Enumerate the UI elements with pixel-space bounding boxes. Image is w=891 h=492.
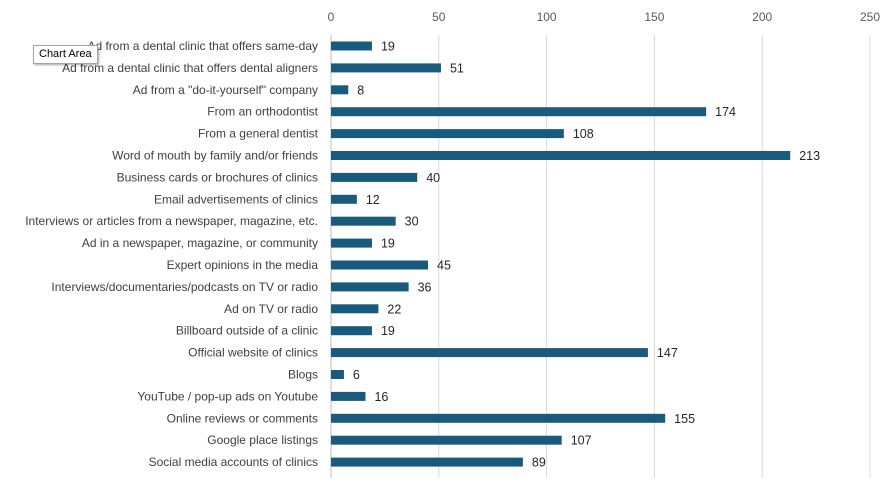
x-tick-label: 200 <box>752 10 772 24</box>
data-label: 8 <box>357 83 364 97</box>
bar[interactable] <box>331 41 372 51</box>
x-tick-label: 50 <box>432 10 446 24</box>
bar[interactable] <box>331 238 372 248</box>
category-label: Google place listings <box>207 433 318 447</box>
bar[interactable] <box>331 85 349 95</box>
category-label: Business cards or brochures of clinics <box>117 170 318 184</box>
data-label: 6 <box>353 368 360 382</box>
data-label: 51 <box>450 61 464 75</box>
x-tick-label: 150 <box>644 10 664 24</box>
data-label: 174 <box>715 105 736 119</box>
category-label: Ad from a dental clinic that offers same… <box>87 39 318 53</box>
bar[interactable] <box>331 391 366 401</box>
category-label: Billboard outside of a clinic <box>176 324 318 338</box>
data-label: 12 <box>366 193 380 207</box>
data-label: 30 <box>405 215 419 229</box>
data-label: 213 <box>799 149 820 163</box>
category-label: From a general dentist <box>198 127 319 141</box>
bar[interactable] <box>331 194 357 204</box>
data-label: 19 <box>381 237 395 251</box>
bar[interactable] <box>331 413 666 423</box>
data-label: 108 <box>573 127 594 141</box>
bar[interactable] <box>331 151 791 160</box>
category-label: Expert opinions in the media <box>167 258 319 272</box>
bar[interactable] <box>331 370 344 379</box>
bar[interactable] <box>331 129 564 139</box>
category-label: From an orthodontist <box>207 105 318 119</box>
chart-area-tooltip: Chart Area <box>33 45 98 64</box>
bar[interactable] <box>331 348 648 358</box>
data-label: 147 <box>657 346 678 360</box>
data-label: 19 <box>381 324 395 338</box>
data-label: 155 <box>674 412 695 426</box>
category-label: Social media accounts of clinics <box>149 455 318 469</box>
bar[interactable] <box>331 326 372 336</box>
x-tick-label: 250 <box>860 10 880 24</box>
bar[interactable] <box>331 304 379 314</box>
category-label: Official website of clinics <box>188 346 318 360</box>
data-label: 19 <box>381 40 395 54</box>
category-label: Ad in a newspaper, magazine, or communit… <box>82 236 318 250</box>
bar[interactable] <box>331 260 429 270</box>
category-label: Online reviews or comments <box>167 411 318 425</box>
category-label: YouTube / pop-up ads on Youtube <box>137 389 318 403</box>
data-label: 40 <box>426 171 440 185</box>
x-tick-label: 0 <box>328 10 335 24</box>
category-label: Ad from a "do-it-yourself" company <box>133 83 318 97</box>
bar[interactable] <box>331 282 409 292</box>
data-label: 36 <box>418 280 432 294</box>
data-label: 45 <box>437 259 451 273</box>
category-label: Ad on TV or radio <box>224 302 318 316</box>
category-label: Word of mouth by family and/or friends <box>112 149 318 163</box>
data-label: 22 <box>387 302 401 316</box>
bar[interactable] <box>331 216 396 226</box>
bar[interactable] <box>331 107 707 117</box>
category-label: Ad from a dental clinic that offers dent… <box>62 61 318 75</box>
data-label: 89 <box>532 456 546 470</box>
bar[interactable] <box>331 435 562 445</box>
data-label: 107 <box>571 434 592 448</box>
category-label: Interviews/documentaries/podcasts on TV … <box>51 280 318 294</box>
category-label: Blogs <box>288 368 318 382</box>
category-label: Interviews or articles from a newspaper,… <box>25 214 318 228</box>
bar[interactable] <box>331 457 523 467</box>
bar[interactable] <box>331 63 441 73</box>
bar[interactable] <box>331 172 418 182</box>
data-label: 16 <box>374 390 388 404</box>
category-label: Email advertisements of clinics <box>154 192 318 206</box>
x-tick-label: 100 <box>537 10 557 24</box>
